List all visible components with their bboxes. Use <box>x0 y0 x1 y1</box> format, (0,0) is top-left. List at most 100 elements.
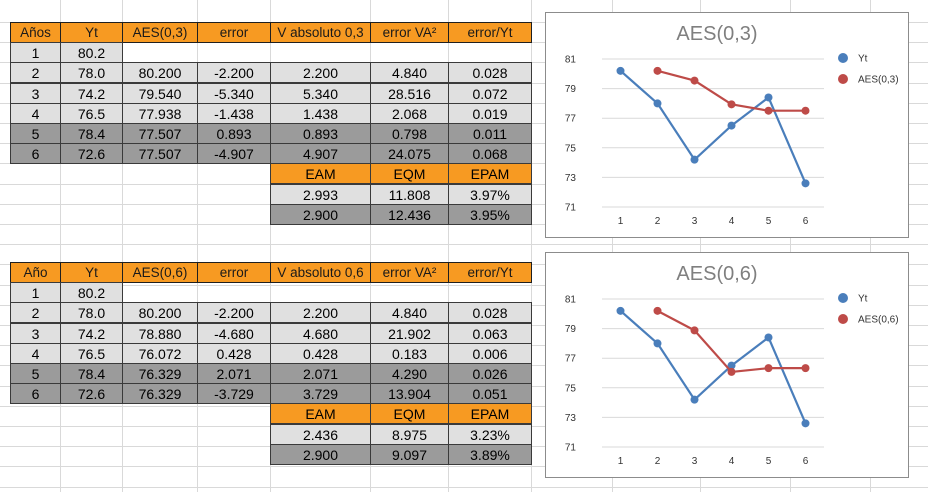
summary-cell[interactable]: 9.097 <box>370 444 449 465</box>
table-cell[interactable]: 0.028 <box>448 302 532 323</box>
table-cell[interactable]: 76.329 <box>122 383 198 404</box>
table-cell[interactable]: 72.6 <box>60 143 123 164</box>
data-point[interactable] <box>616 306 625 315</box>
data-point[interactable] <box>653 306 662 315</box>
summary-cell[interactable]: 3.95% <box>448 204 532 225</box>
data-point[interactable] <box>764 364 773 373</box>
table-cell[interactable]: 4.907 <box>270 143 371 164</box>
data-point[interactable] <box>801 419 810 428</box>
table-cell[interactable]: 0.428 <box>270 343 371 364</box>
data-point[interactable] <box>690 76 699 85</box>
chart-aes-03[interactable]: AES(0,3) 71 73 75 77 79 81 1 2 3 4 5 6 Yt AES(0,3) <box>545 12 909 238</box>
table-cell[interactable]: 5.340 <box>270 83 371 104</box>
table-cell[interactable]: 1.438 <box>270 103 371 124</box>
table-cell[interactable]: 74.2 <box>60 83 123 104</box>
table-cell[interactable]: 2.071 <box>270 363 371 384</box>
table-cell[interactable]: 0.072 <box>448 83 532 104</box>
table-cell[interactable]: 4.840 <box>370 302 449 323</box>
table-cell[interactable]: 2 <box>10 302 61 323</box>
table-cell[interactable]: 0.019 <box>448 103 532 124</box>
column-header[interactable]: error VA² <box>370 22 449 43</box>
table-cell[interactable]: -4.680 <box>197 323 271 344</box>
table-cell[interactable]: 79.540 <box>122 83 198 104</box>
table-cell[interactable]: 6 <box>10 383 61 404</box>
table-cell[interactable]: 0.026 <box>448 363 532 384</box>
column-header[interactable]: Años <box>10 22 61 43</box>
table-cell[interactable]: 0.063 <box>448 323 532 344</box>
column-header[interactable]: AES(0,6) <box>122 262 198 283</box>
table-cell[interactable]: 24.075 <box>370 143 449 164</box>
column-header[interactable]: V absoluto 0,6 <box>270 262 371 283</box>
table-cell[interactable]: 0.893 <box>270 123 371 144</box>
table-cell[interactable]: 3.729 <box>270 383 371 404</box>
table-cell[interactable]: 78.4 <box>60 363 123 384</box>
table-cell[interactable]: -2.200 <box>197 302 271 323</box>
table-cell[interactable]: 0.798 <box>370 123 449 144</box>
table-cell[interactable]: -3.729 <box>197 383 271 404</box>
data-point[interactable] <box>616 66 625 75</box>
table-cell[interactable]: 2.200 <box>270 62 371 83</box>
data-point[interactable] <box>764 106 773 115</box>
table-cell[interactable]: -4.907 <box>197 143 271 164</box>
summary-cell[interactable]: 8.975 <box>370 424 449 445</box>
data-point[interactable] <box>727 367 736 376</box>
table-cell[interactable]: 4.680 <box>270 323 371 344</box>
column-header[interactable]: Yt <box>60 262 123 283</box>
data-point[interactable] <box>727 361 736 370</box>
table-cell[interactable]: 28.516 <box>370 83 449 104</box>
summary-header[interactable]: EAM <box>270 163 371 184</box>
column-header[interactable]: Año <box>10 262 61 283</box>
table-cell[interactable]: -5.340 <box>197 83 271 104</box>
table-cell[interactable]: 72.6 <box>60 383 123 404</box>
table-cell[interactable]: 77.938 <box>122 103 198 124</box>
summary-header[interactable]: EPAM <box>448 403 532 424</box>
table-cell[interactable]: 78.880 <box>122 323 198 344</box>
data-point[interactable] <box>690 395 699 404</box>
column-header[interactable]: error <box>197 22 271 43</box>
data-point[interactable] <box>801 106 810 115</box>
table-cell[interactable]: 76.329 <box>122 363 198 384</box>
data-point[interactable] <box>653 99 662 108</box>
table-cell[interactable]: 80.200 <box>122 62 198 83</box>
data-point[interactable] <box>690 326 699 335</box>
table-cell[interactable]: 3 <box>10 83 61 104</box>
summary-header[interactable]: EQM <box>370 403 449 424</box>
table-cell[interactable]: 76.5 <box>60 103 123 124</box>
table-cell[interactable]: 78.0 <box>60 62 123 83</box>
summary-cell[interactable]: 3.23% <box>448 424 532 445</box>
table-cell[interactable]: 4.290 <box>370 363 449 384</box>
table-cell[interactable]: 0.028 <box>448 62 532 83</box>
table-cell[interactable]: -2.200 <box>197 62 271 83</box>
table-cell[interactable]: 78.4 <box>60 123 123 144</box>
summary-cell[interactable]: 3.97% <box>448 184 532 205</box>
summary-cell[interactable]: 2.900 <box>270 444 371 465</box>
table-cell[interactable]: 3 <box>10 323 61 344</box>
table-cell[interactable]: 4.840 <box>370 62 449 83</box>
summary-cell[interactable]: 12.436 <box>370 204 449 225</box>
table-cell[interactable]: 77.507 <box>122 143 198 164</box>
table-cell[interactable]: 2.200 <box>270 302 371 323</box>
data-point[interactable] <box>727 100 736 109</box>
summary-cell[interactable]: 2.993 <box>270 184 371 205</box>
table-cell[interactable]: 0.051 <box>448 383 532 404</box>
table-cell[interactable]: 2.071 <box>197 363 271 384</box>
table-cell[interactable]: 76.072 <box>122 343 198 364</box>
table-cell[interactable]: 2 <box>10 62 61 83</box>
column-header[interactable]: error/Yt <box>448 22 532 43</box>
table-cell[interactable]: 0.068 <box>448 143 532 164</box>
data-point[interactable] <box>727 121 736 130</box>
data-point[interactable] <box>653 339 662 348</box>
table-cell[interactable]: 80.2 <box>60 42 123 63</box>
table-cell[interactable]: 13.904 <box>370 383 449 404</box>
table-cell[interactable]: 4 <box>10 343 61 364</box>
table-cell[interactable]: 0.183 <box>370 343 449 364</box>
table-cell[interactable]: 80.200 <box>122 302 198 323</box>
summary-cell[interactable]: 11.808 <box>370 184 449 205</box>
table-cell[interactable]: 77.507 <box>122 123 198 144</box>
table-cell[interactable]: 0.893 <box>197 123 271 144</box>
summary-cell[interactable]: 2.436 <box>270 424 371 445</box>
table-cell[interactable]: 0.011 <box>448 123 532 144</box>
column-header[interactable]: V absoluto 0,3 <box>270 22 371 43</box>
summary-header[interactable]: EQM <box>370 163 449 184</box>
summary-cell[interactable]: 2.900 <box>270 204 371 225</box>
